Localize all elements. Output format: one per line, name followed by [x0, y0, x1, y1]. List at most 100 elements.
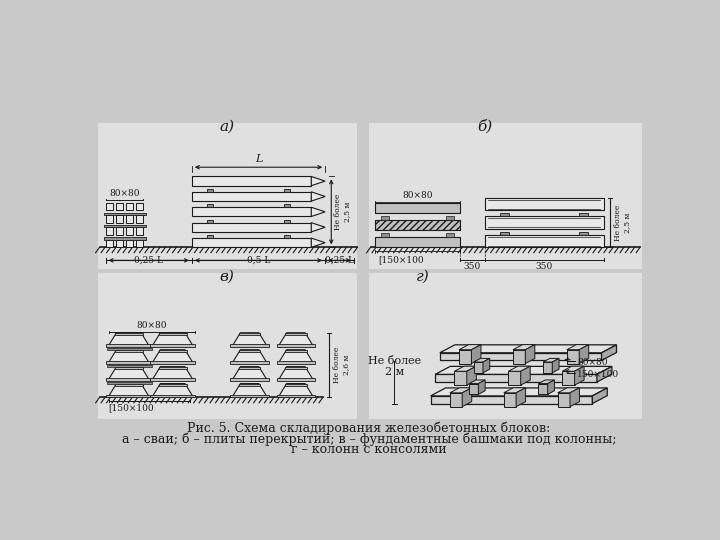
Polygon shape [278, 383, 314, 397]
Polygon shape [567, 350, 579, 363]
Bar [104, 225, 145, 227]
Bar [207, 220, 213, 222]
Bar [104, 237, 145, 240]
Polygon shape [232, 333, 267, 347]
Bar [485, 217, 604, 229]
Polygon shape [311, 192, 325, 201]
Bar [192, 192, 311, 201]
Polygon shape [567, 345, 589, 350]
Circle shape [423, 239, 431, 245]
Polygon shape [513, 350, 526, 363]
Polygon shape [450, 388, 472, 393]
Polygon shape [278, 333, 314, 347]
Polygon shape [516, 388, 526, 407]
Bar [230, 395, 269, 397]
Bar [239, 333, 261, 335]
Text: 80×80: 80×80 [137, 321, 167, 330]
Bar [126, 240, 133, 247]
Bar [107, 345, 151, 347]
Circle shape [423, 205, 431, 212]
Bar [116, 202, 123, 211]
Text: в): в) [219, 269, 234, 284]
Bar [285, 367, 307, 369]
Bar [230, 345, 269, 347]
Polygon shape [558, 393, 570, 407]
Polygon shape [467, 366, 477, 385]
Polygon shape [508, 372, 521, 385]
Bar [369, 273, 642, 419]
Bar [126, 227, 133, 235]
Text: [150×100: [150×100 [109, 403, 154, 413]
Circle shape [454, 205, 461, 212]
Bar [446, 217, 454, 220]
Circle shape [409, 239, 415, 245]
Bar [382, 217, 389, 220]
Polygon shape [152, 333, 194, 347]
Bar [107, 378, 151, 381]
Bar [106, 240, 113, 247]
Bar [579, 232, 588, 235]
Polygon shape [311, 207, 325, 217]
Text: Рис. 5. Схема складирования железобетонных блоков:: Рис. 5. Схема складирования железобетонн… [187, 422, 551, 435]
Polygon shape [431, 388, 607, 396]
Bar [135, 215, 143, 222]
Circle shape [393, 239, 400, 245]
Text: 0,5 L: 0,5 L [247, 255, 270, 264]
Bar [284, 235, 290, 238]
Circle shape [379, 205, 385, 212]
Polygon shape [454, 372, 467, 385]
Bar [107, 365, 152, 367]
Text: Не более
2 м: Не более 2 м [368, 356, 421, 377]
Text: а – сваи; б – плиты перекрытий; в – фундаментные башмаки под колонны;: а – сваи; б – плиты перекрытий; в – фунд… [122, 432, 616, 446]
Polygon shape [552, 359, 559, 373]
Bar [382, 233, 389, 237]
Polygon shape [311, 222, 325, 232]
Bar [115, 350, 143, 352]
Polygon shape [108, 333, 150, 347]
Text: 80×80: 80×80 [109, 189, 140, 198]
Bar [116, 240, 123, 247]
Bar [284, 204, 290, 207]
Bar [369, 123, 642, 269]
Polygon shape [474, 359, 490, 362]
Bar [230, 378, 269, 381]
Bar [239, 383, 261, 386]
Bar [239, 350, 261, 352]
Bar [126, 202, 133, 211]
Circle shape [438, 205, 446, 212]
Polygon shape [469, 380, 485, 383]
Polygon shape [311, 238, 325, 247]
Bar [239, 367, 261, 369]
Circle shape [393, 205, 400, 212]
Polygon shape [601, 345, 616, 361]
Bar [159, 383, 186, 386]
Bar [192, 177, 311, 186]
Bar [107, 395, 151, 397]
Text: 350: 350 [536, 262, 553, 271]
Polygon shape [108, 383, 150, 397]
Bar [375, 220, 460, 231]
Bar [285, 350, 307, 352]
Text: г – колонн с консолями: г – колонн с консолями [291, 443, 447, 456]
Text: Не более
2,6 м: Не более 2,6 м [333, 347, 350, 383]
Bar [106, 215, 113, 222]
Bar [207, 189, 213, 192]
Bar [115, 333, 143, 335]
Polygon shape [278, 367, 314, 381]
Bar [106, 202, 113, 211]
Polygon shape [431, 396, 593, 403]
Polygon shape [472, 345, 481, 363]
Polygon shape [435, 374, 597, 382]
Bar [159, 350, 186, 352]
Bar [446, 233, 454, 237]
Text: б): б) [477, 119, 492, 133]
Polygon shape [108, 367, 150, 381]
Bar [375, 220, 460, 231]
Bar [135, 202, 143, 211]
Bar [150, 361, 195, 363]
Bar [159, 367, 186, 369]
Text: г): г) [416, 269, 430, 284]
Circle shape [438, 239, 446, 245]
Bar [98, 273, 357, 419]
Circle shape [409, 205, 415, 212]
